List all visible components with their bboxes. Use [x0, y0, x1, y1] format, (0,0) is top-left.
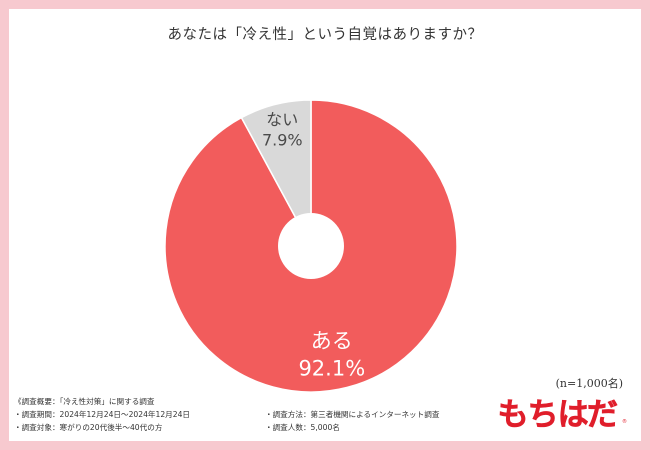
chart-card: あなたは「冷え性」という自覚はありますか？ ある 92.1% ない 7.9% (n=1…	[9, 9, 641, 441]
pie-slice-no	[240, 99, 312, 247]
registered-mark: ®	[622, 419, 627, 425]
slice-value-yes: 92.1%	[298, 356, 365, 380]
footnote-period: ・調査期間：2024年12月24日～2024年12月24日	[14, 410, 191, 419]
pie-chart: ある 92.1% ない 7.9%	[164, 99, 458, 393]
sample-size: (n=1,000名)	[555, 377, 623, 390]
slice-label-no: ない	[266, 110, 298, 129]
footnote-method: ・調査方法：第三者機関によるインターネット調査	[265, 410, 440, 419]
slice-value-no: 7.9%	[262, 131, 303, 150]
brand-logo-text: もちはだ	[497, 397, 618, 434]
slice-label-yes: ある	[311, 329, 353, 353]
brand-logo: もちはだ ®	[487, 389, 627, 435]
footnote-overview: 《調査概要：「冷え性対策」に関する調査	[14, 397, 155, 406]
chart-title: あなたは「冷え性」という自覚はありますか？	[167, 27, 483, 43]
pie-labels: ある 92.1% ない 7.9%	[262, 110, 365, 381]
footnote-target: ・調査対象：寒がりの20代後半～40代の方	[14, 423, 163, 432]
donut-hole	[278, 213, 344, 279]
footnote-respondents: ・調査人数：5,000名	[265, 423, 340, 432]
